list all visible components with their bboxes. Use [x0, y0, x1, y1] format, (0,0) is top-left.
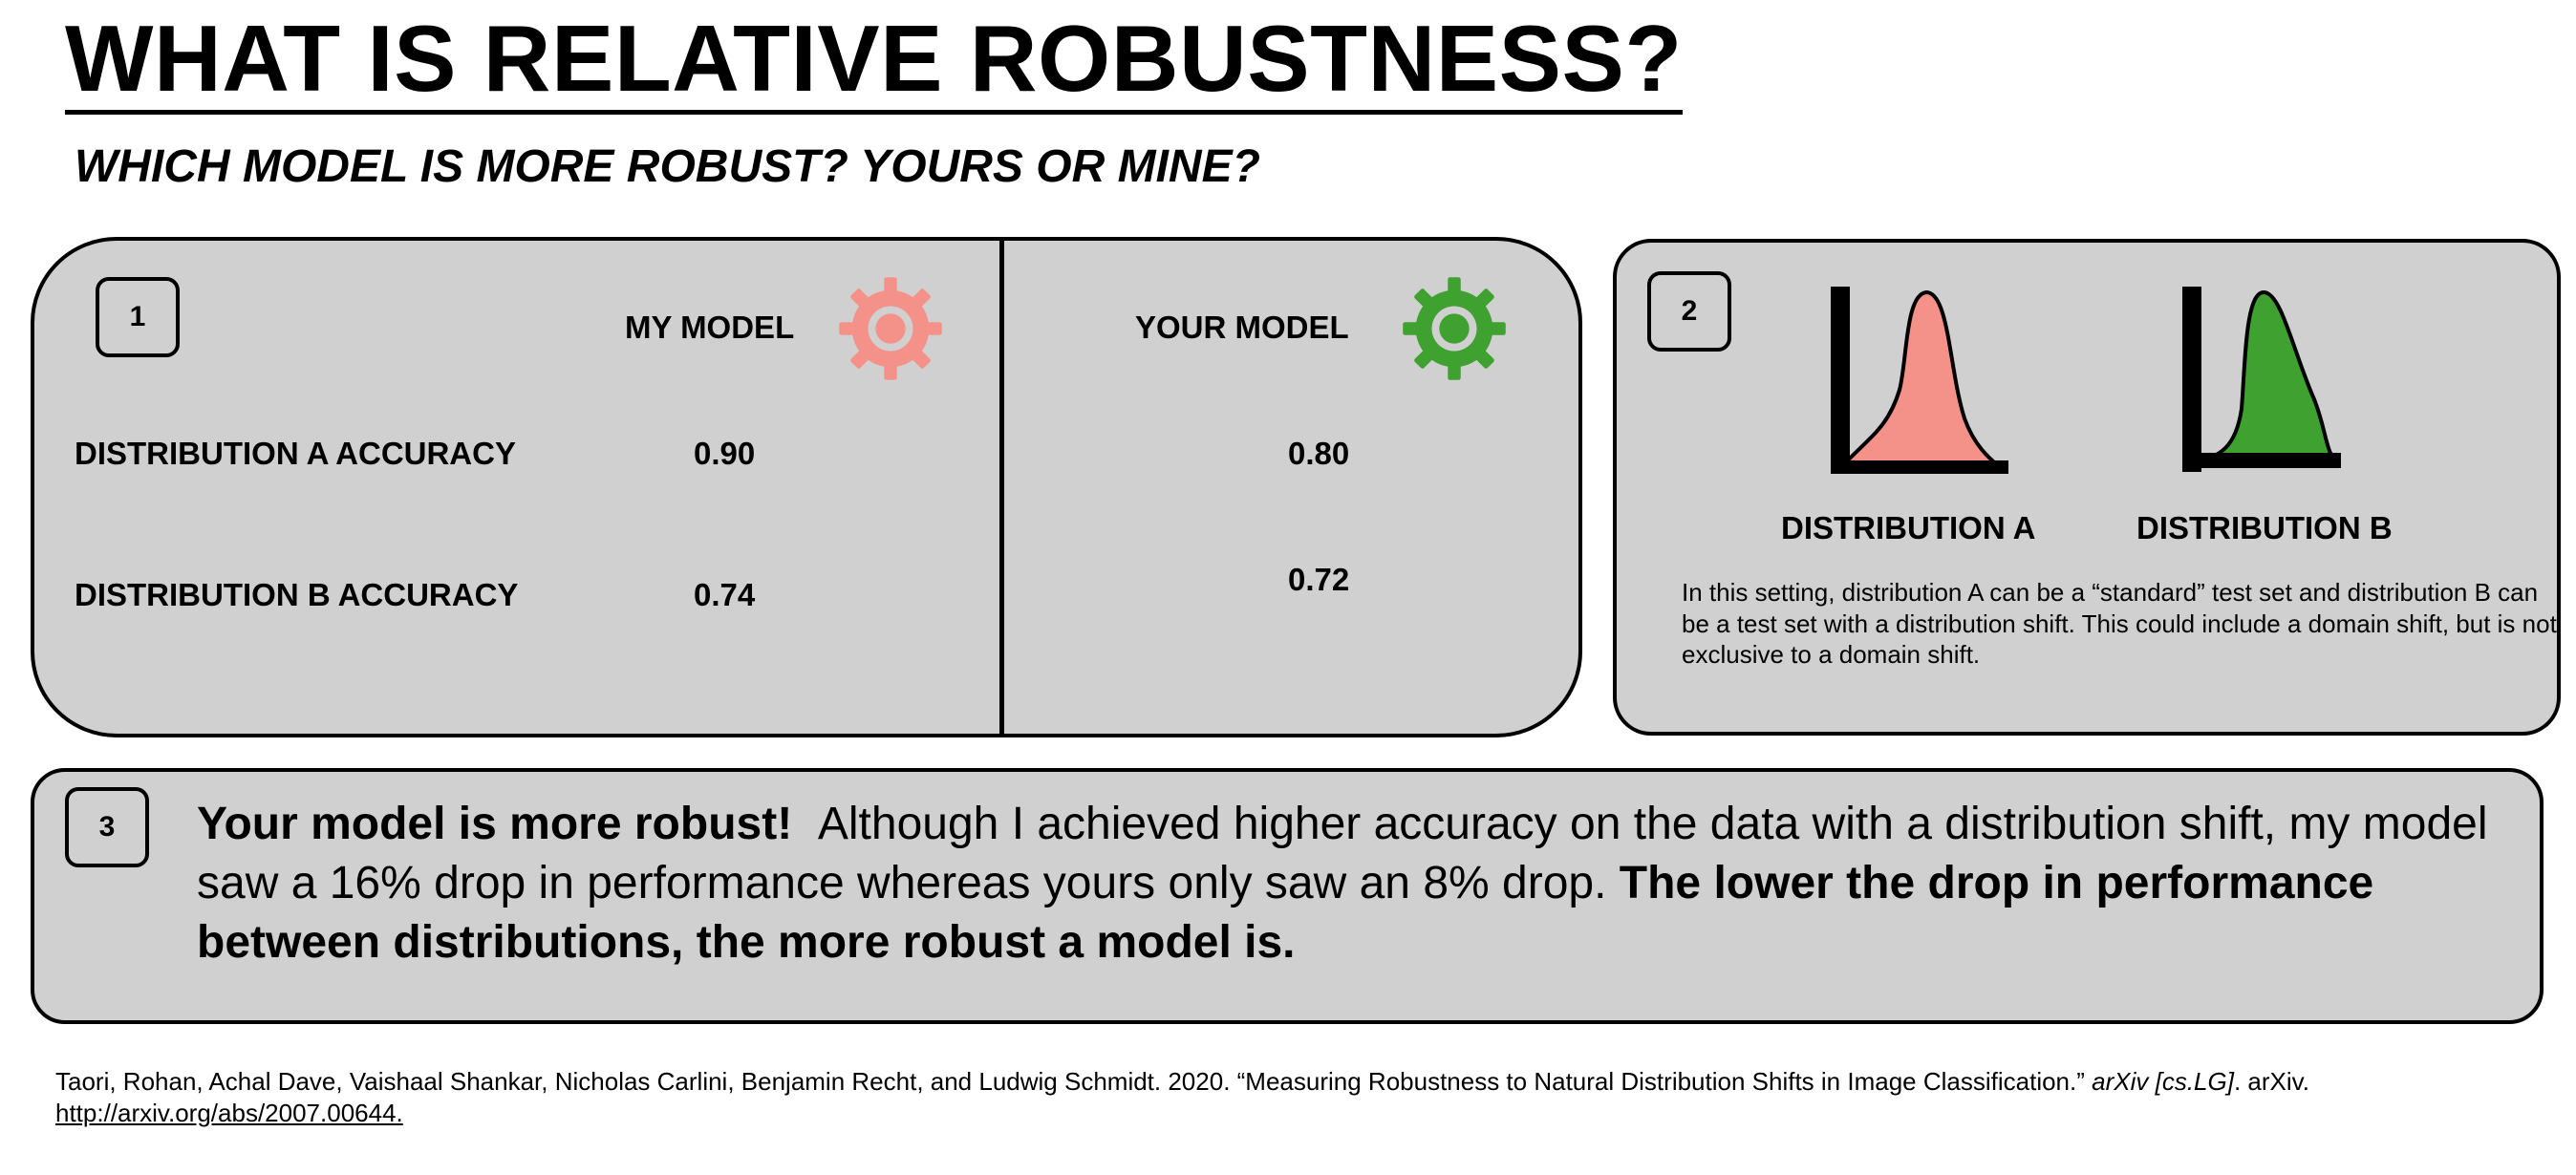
conclusion-tail: The lower the drop in performance betwee… — [197, 858, 2374, 968]
distributions-panel: 2 DISTRIBUTION A DISTRIBUTION B In this … — [1613, 239, 2561, 736]
distribution-a-accuracy-label: DISTRIBUTION A ACCURACY — [75, 436, 516, 471]
step-badge-3: 3 — [65, 787, 149, 867]
your-model-accuracy-b: 0.72 — [1288, 562, 1350, 597]
page-subtitle: WHICH MODEL IS MORE ROBUST? YOURS OR MIN… — [75, 141, 1260, 192]
distribution-b-label: DISTRIBUTION B — [2136, 510, 2393, 545]
distribution-a-label: DISTRIBUTION A — [1781, 510, 2036, 545]
distribution-a-curve — [1831, 287, 2008, 474]
gear-icon — [1403, 277, 1506, 380]
citation-link[interactable]: http://arxiv.org/abs/2007.00644. — [55, 1098, 403, 1127]
distribution-description: In this setting, distribution A can be a… — [1682, 578, 2557, 669]
panel-divider — [999, 237, 1004, 737]
citation: Taori, Rohan, Achal Dave, Vaishaal Shank… — [55, 1066, 2540, 1128]
conclusion-body: Although I achieved higher accuracy on t… — [197, 799, 2488, 908]
my-model-accuracy-a: 0.90 — [694, 436, 756, 471]
distribution-b-curve — [2182, 287, 2341, 472]
my-model-label: MY MODEL — [625, 310, 795, 345]
your-model-label: YOUR MODEL — [1135, 310, 1349, 345]
conclusion-panel: 3 Your model is more robust! Although I … — [31, 768, 2544, 1024]
gear-icon — [839, 277, 942, 380]
my-model-accuracy-b: 0.74 — [694, 577, 756, 612]
conclusion-lead: Your model is more robust! — [197, 799, 793, 849]
distribution-b-accuracy-label: DISTRIBUTION B ACCURACY — [75, 577, 519, 612]
your-model-accuracy-a: 0.80 — [1288, 436, 1350, 471]
citation-text: Taori, Rohan, Achal Dave, Vaishaal Shank… — [55, 1067, 2085, 1096]
conclusion-text: Your model is more robust! Although I ac… — [197, 795, 2509, 972]
step-badge-1: 1 — [96, 277, 180, 357]
citation-venue: arXiv [cs.LG] — [2092, 1067, 2234, 1096]
model-comparison-panel: 1 MY MODEL YOUR MODEL — [31, 237, 1582, 737]
page-title: WHAT IS RELATIVE ROBUSTNESS? — [65, 10, 1683, 115]
citation-publisher: . arXiv. — [2233, 1067, 2309, 1096]
step-badge-2: 2 — [1647, 271, 1731, 352]
